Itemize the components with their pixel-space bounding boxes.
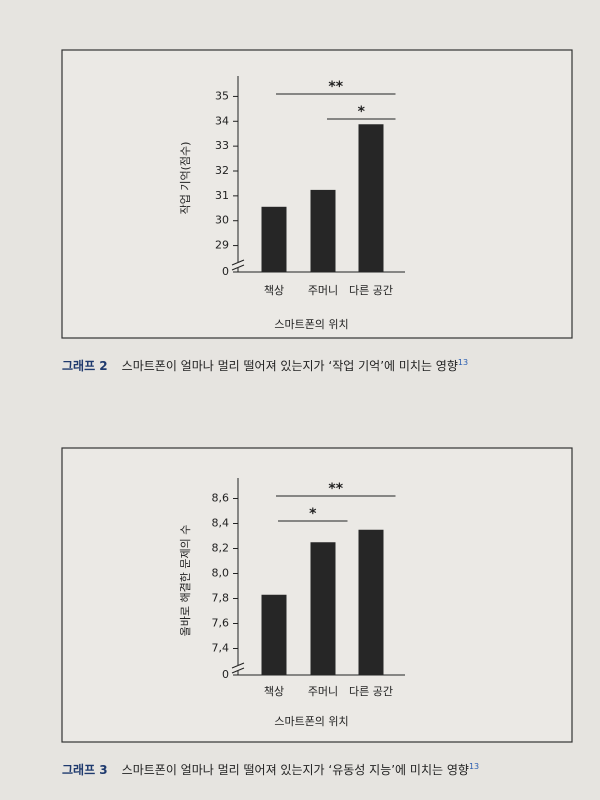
- caption: 그래프 2 스마트폰이 얼마나 멀리 떨어져 있는지가 ‘작업 기억’에 미치는 …: [62, 358, 468, 373]
- y-tick-label: 30: [215, 214, 229, 227]
- y-tick-label: 8,4: [212, 517, 230, 530]
- bar: [261, 594, 287, 675]
- y-tick-label: 8,6: [212, 492, 230, 505]
- y-tick-label: 33: [215, 139, 229, 152]
- y-tick-label: 0: [222, 265, 229, 278]
- x-tick-label: 다른 공간: [349, 685, 393, 698]
- axis-break: [231, 264, 245, 271]
- x-tick-label: 주머니: [308, 284, 338, 297]
- significance-label: *: [358, 104, 366, 120]
- axis-break-gap: [232, 665, 244, 671]
- y-tick-label: 31: [215, 189, 229, 202]
- significance-label: *: [309, 506, 317, 522]
- axis-break: [231, 662, 245, 669]
- significance-label: **: [328, 481, 343, 497]
- y-tick-label: 8,2: [212, 542, 230, 555]
- x-axis-label: 스마트폰의 위치: [274, 715, 348, 728]
- y-tick-label: 0: [222, 668, 229, 681]
- x-axis-label: 스마트폰의 위치: [274, 318, 348, 331]
- y-tick-label: 7,6: [212, 617, 230, 630]
- caption-footnote: 13: [469, 762, 479, 771]
- axis-break: [231, 259, 245, 266]
- bar: [358, 124, 384, 272]
- bar: [310, 542, 336, 675]
- x-tick-label: 주머니: [308, 685, 338, 698]
- caption-footnote: 13: [458, 358, 468, 367]
- y-axis-label: 작업 기억(점수): [179, 142, 192, 215]
- bar: [310, 189, 336, 272]
- caption-label: 그래프 2: [62, 358, 108, 373]
- y-tick-label: 32: [215, 164, 229, 177]
- axis-break-gap: [232, 262, 244, 268]
- y-tick-label: 35: [215, 89, 229, 102]
- x-tick-label: 다른 공간: [349, 284, 393, 297]
- caption-title: 스마트폰이 얼마나 멀리 떨어져 있는지가 ‘유동성 지능’에 미치는 영향: [122, 763, 469, 777]
- significance-label: **: [328, 79, 343, 95]
- bar: [358, 529, 384, 675]
- y-tick-label: 29: [215, 239, 229, 252]
- caption: 그래프 3 스마트폰이 얼마나 멀리 떨어져 있는지가 ‘유동성 지능’에 미치는…: [62, 762, 479, 777]
- x-tick-label: 책상: [264, 284, 284, 297]
- x-tick-label: 책상: [264, 685, 284, 698]
- caption-label: 그래프 3: [62, 762, 108, 777]
- y-tick-label: 7,4: [212, 642, 230, 655]
- y-tick-label: 34: [215, 114, 229, 127]
- y-axis-label: 올바로 해결한 문제의 수: [178, 525, 192, 637]
- bar: [261, 206, 287, 272]
- axis-break: [231, 667, 245, 674]
- y-tick-label: 8,0: [212, 567, 230, 580]
- caption-title: 스마트폰이 얼마나 멀리 떨어져 있는지가 ‘작업 기억’에 미치는 영향: [122, 359, 458, 373]
- y-tick-label: 7,8: [212, 592, 230, 605]
